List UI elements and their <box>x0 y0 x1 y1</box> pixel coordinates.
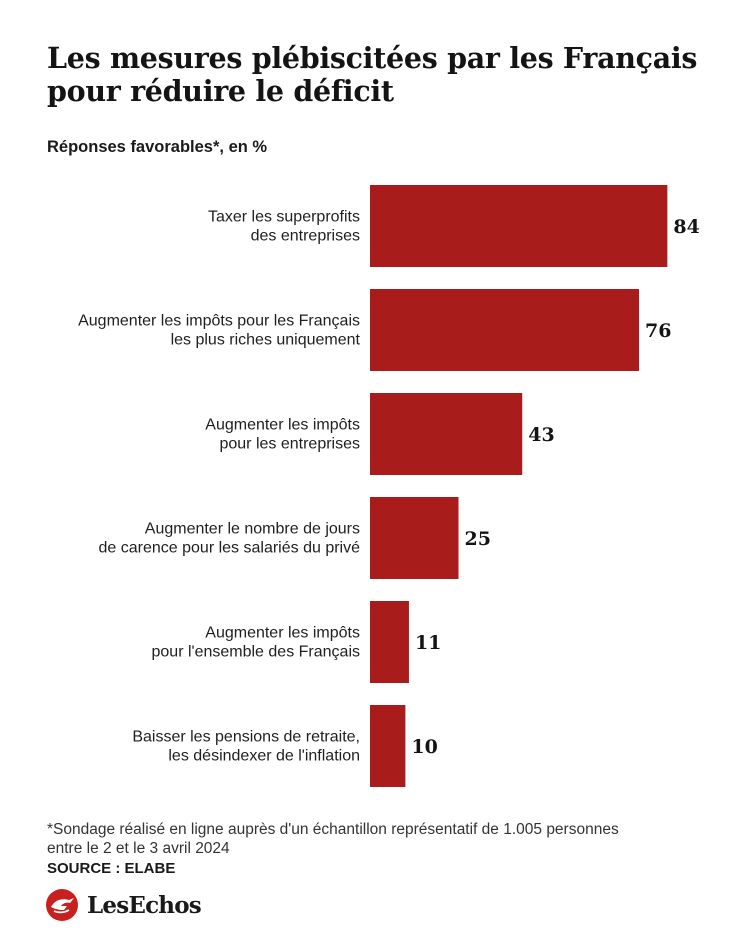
brand-logo: LesEchos <box>45 888 202 922</box>
bar-value-label-1: 84 <box>673 216 699 238</box>
bar-5 <box>370 601 409 683</box>
footnote-line-1: *Sondage réalisé en ligne auprès d'un éc… <box>47 821 619 838</box>
category-label-line: pour l'ensemble des Français <box>152 644 361 661</box>
les-echos-logo-icon <box>46 889 78 921</box>
bar-value-label-2: 76 <box>645 320 671 342</box>
chart-subtitle: Réponses favorables*, en % <box>47 138 268 156</box>
category-label-2: Augmenter les impôts pour les Français le… <box>78 313 360 349</box>
bar-value-label-4: 25 <box>465 528 491 550</box>
bar-6 <box>370 705 406 787</box>
category-label-1: Taxer les superprofits des entreprises <box>208 209 360 245</box>
category-label-6: Baisser les pensions de retraite, les dés… <box>132 729 360 765</box>
category-label-3: Augmenter les impôts pour les entreprises <box>205 417 360 453</box>
category-label-line: Augmenter les impôts <box>205 417 360 434</box>
category-label-line: des entreprises <box>251 228 360 245</box>
category-label-4: Augmenter le nombre de jours de carence p… <box>99 521 361 557</box>
bar-1 <box>370 185 668 267</box>
bar-4 <box>370 497 459 579</box>
category-label-line: Baisser les pensions de retraite, <box>132 729 360 746</box>
bar-2 <box>370 289 640 371</box>
bar-value-label-6: 10 <box>411 736 437 758</box>
bar-chart: 84 Taxer les superprofits des entreprises 7… <box>78 185 700 787</box>
chart-title-line-2: pour réduire le déficit <box>47 74 394 108</box>
chart-title-line-1: Les mesures plébiscitées par les Françai… <box>47 41 698 75</box>
category-label-line: Augmenter le nombre de jours <box>145 521 360 538</box>
source-credit: SOURCE : ELABE <box>47 860 176 877</box>
bar-3 <box>370 393 523 475</box>
category-label-line: de carence pour les salariés du privé <box>99 540 361 557</box>
category-label-line: Augmenter les impôts <box>205 625 360 642</box>
category-label-line: pour les entreprises <box>219 436 360 453</box>
category-label-line: Augmenter les impôts pour les Français <box>78 313 360 330</box>
category-label-line: les désindexer de l'inflation <box>168 748 360 765</box>
bar-value-label-3: 43 <box>528 424 554 446</box>
bar-value-label-5: 11 <box>415 632 441 654</box>
category-label-line: les plus riches uniquement <box>171 332 361 349</box>
category-label-5: Augmenter les impôts pour l'ensemble des … <box>152 625 361 661</box>
category-label-line: Taxer les superprofits <box>208 209 360 226</box>
footnote-line-2: entre le 2 et le 3 avril 2024 <box>47 840 230 857</box>
brand-name: LesEchos <box>87 891 202 919</box>
footnote: *Sondage réalisé en ligne auprès d'un éc… <box>47 820 727 858</box>
chart-title: Les mesures plébiscitées par les Françai… <box>47 42 727 108</box>
